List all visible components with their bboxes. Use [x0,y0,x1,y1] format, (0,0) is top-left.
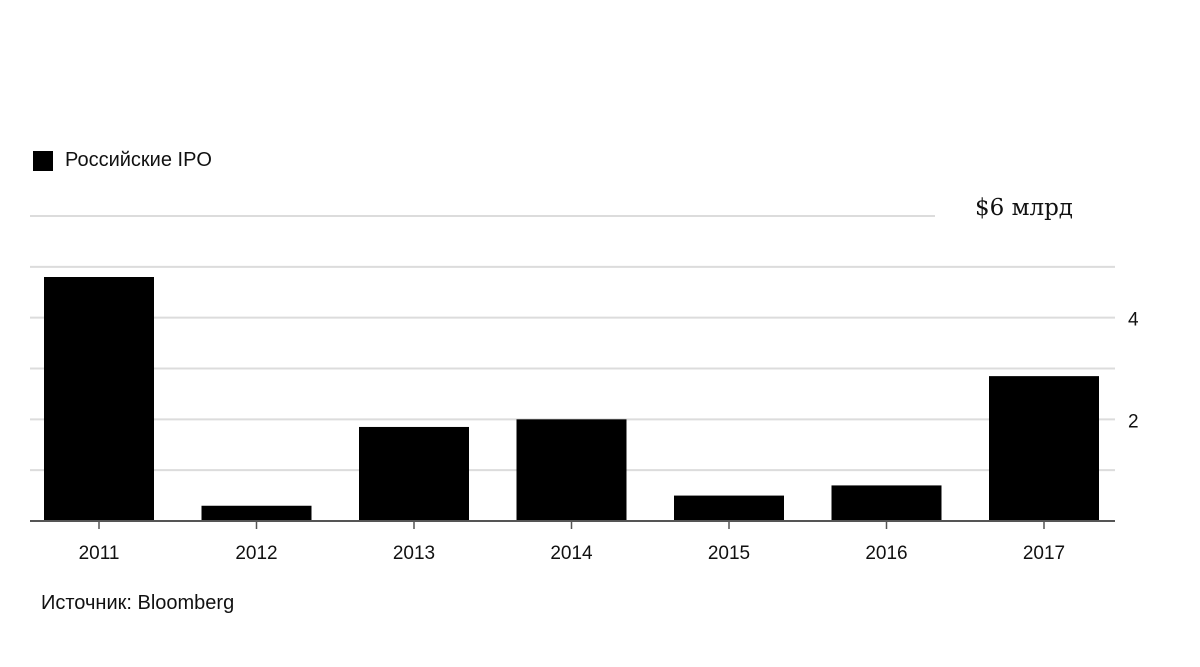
bar-2013 [359,426,469,521]
y-tick-label: 4 [1128,310,1139,331]
bar-2011 [44,277,154,521]
y-tick-label: 2 [1128,411,1139,432]
x-tick-label: 2011 [79,543,120,564]
legend-label: Российские IPO [65,149,212,171]
x-tick-label: 2015 [708,543,750,564]
bar-2012 [201,505,312,521]
legend: Российские IPO [33,149,212,172]
bar-2016 [831,485,942,521]
x-tick-label: 2017 [1023,543,1065,564]
bar-2017 [989,376,1099,521]
source-note: Источник: Bloomberg [41,592,235,614]
x-tick-label: 2016 [865,543,907,564]
legend-swatch [33,150,53,171]
x-tick-label: 2013 [393,543,435,564]
y-tick-label: $6 млрд [975,195,1073,221]
x-tick-label: 2014 [550,543,593,564]
bar-2015 [674,495,784,521]
x-tick-label: 2012 [235,543,277,564]
bar-2014 [516,419,627,521]
